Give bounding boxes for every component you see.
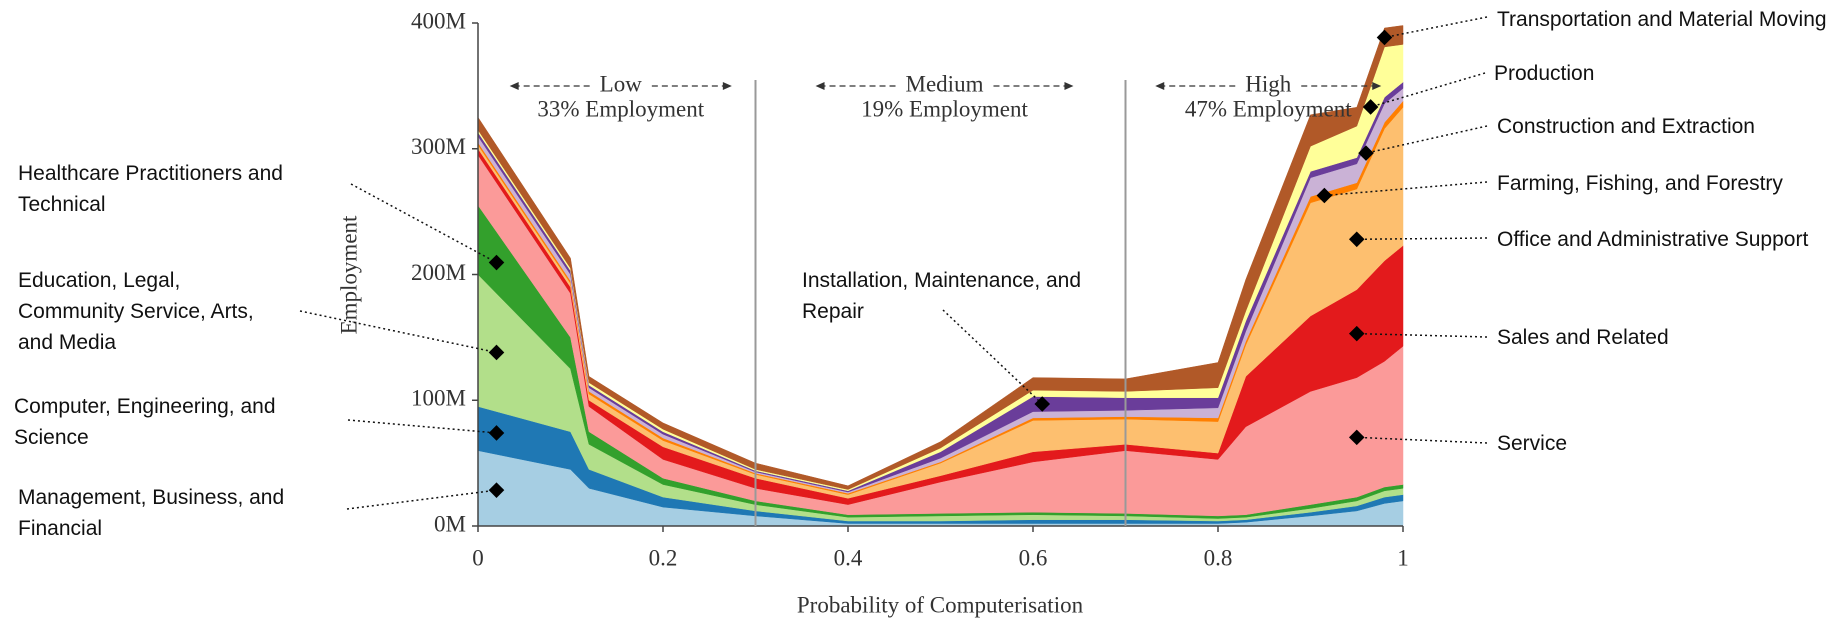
callout-label: Installation, Maintenance, and Repair	[802, 269, 1082, 323]
callout-leader	[1365, 125, 1488, 154]
x-tick-label: 0.4	[834, 545, 863, 570]
region-arrowhead	[1064, 82, 1074, 90]
callout-leader	[346, 489, 497, 510]
y-tick-label: 300M	[411, 134, 466, 159]
callout-dot	[1316, 187, 1333, 204]
region-share: 47% Employment	[1185, 96, 1352, 121]
region-share: 19% Employment	[861, 96, 1028, 121]
callout-label: Service	[1497, 432, 1568, 455]
region-arrowhead	[509, 82, 519, 90]
x-tick-label: 0.8	[1204, 545, 1233, 570]
callout-leader	[1356, 332, 1488, 338]
y-tick-label: 400M	[411, 8, 466, 33]
callout-label: Transportation and Material Moving	[1497, 8, 1827, 31]
callout-dot	[1348, 231, 1365, 248]
callout-label: Office and Administrative Support	[1497, 228, 1809, 251]
callout-label: Production	[1494, 62, 1595, 85]
region-name: Medium	[906, 71, 984, 96]
x-tick-label: 0.6	[1019, 545, 1048, 570]
region-arrowhead	[1372, 82, 1382, 90]
callout-dot	[1376, 29, 1393, 46]
y-tick-label: 0M	[434, 511, 466, 536]
y-axis-label: Employment	[336, 215, 361, 334]
region-name: High	[1245, 71, 1292, 96]
x-tick-label: 1	[1397, 545, 1409, 570]
callout-label: Computer, Engineering, and Science	[14, 395, 276, 449]
callout-dot	[1034, 396, 1051, 412]
y-tick-label: 100M	[411, 386, 466, 411]
callout-label: Construction and Extraction	[1497, 115, 1755, 138]
region-arrowhead	[1155, 82, 1165, 90]
x-tick-label: 0.2	[649, 545, 678, 570]
callout-leader	[1324, 181, 1488, 197]
callout-dot	[1348, 429, 1365, 446]
callout-dot	[1358, 145, 1374, 161]
callout-label: Sales and Related	[1497, 326, 1669, 349]
region-arrowhead	[722, 82, 732, 90]
callout-leader	[1356, 237, 1488, 241]
callout-label: Management, Business, and Financial	[18, 486, 285, 540]
x-tick-label: 0	[472, 545, 484, 570]
callout-dot	[1362, 99, 1379, 115]
callout-label: Healthcare Practitioners and Technical	[18, 162, 283, 216]
callout-leader	[1356, 436, 1488, 444]
region-name: Low	[600, 71, 643, 96]
x-axis-label: Probability of Computerisation	[797, 592, 1084, 617]
callout-leader	[347, 419, 497, 434]
y-tick-label: 200M	[411, 260, 466, 285]
callout-dot	[1348, 325, 1365, 342]
region-arrowhead	[815, 82, 825, 90]
callout-leader	[299, 310, 497, 354]
callout-label: Farming, Fishing, and Forestry	[1497, 172, 1783, 195]
region-share: 33% Employment	[537, 96, 704, 121]
callout-label: Education, Legal, Community Service, Art…	[18, 269, 254, 354]
callout-leader	[350, 183, 497, 264]
